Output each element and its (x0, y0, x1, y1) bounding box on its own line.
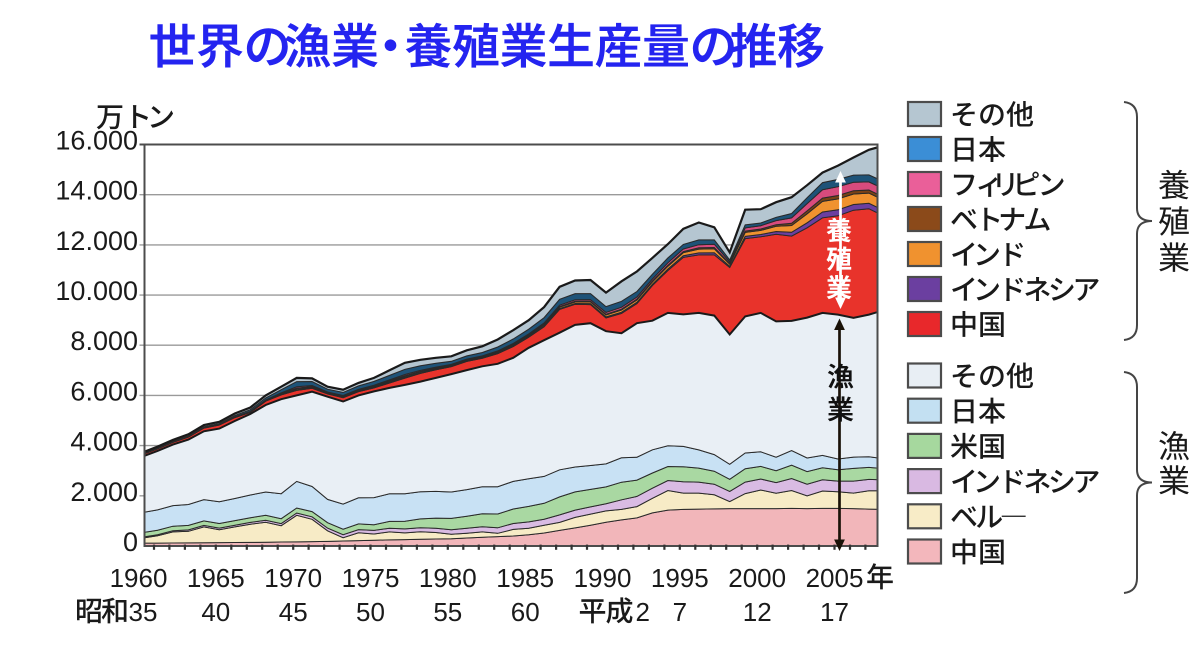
svg-text:1980: 1980 (419, 563, 477, 593)
svg-text:16.000: 16.000 (55, 126, 138, 156)
svg-text:60: 60 (511, 597, 540, 627)
svg-text:10.000: 10.000 (55, 276, 138, 306)
svg-text:2.000: 2.000 (70, 477, 138, 507)
svg-text:1960: 1960 (110, 563, 168, 593)
svg-text:1975: 1975 (342, 563, 400, 593)
svg-text:1970: 1970 (264, 563, 322, 593)
svg-text:45: 45 (279, 597, 308, 627)
svg-text:2005: 2005 (806, 563, 864, 593)
svg-text:1965: 1965 (187, 563, 245, 593)
svg-text:12.000: 12.000 (55, 226, 138, 256)
svg-text:1985: 1985 (496, 563, 554, 593)
svg-text:8.000: 8.000 (70, 326, 138, 356)
svg-text:6.000: 6.000 (70, 376, 138, 406)
svg-text:50: 50 (356, 597, 385, 627)
svg-text:12: 12 (743, 597, 772, 627)
svg-text:17: 17 (820, 597, 849, 627)
svg-text:0: 0 (123, 527, 138, 557)
svg-text:55: 55 (433, 597, 462, 627)
svg-text:4.000: 4.000 (70, 427, 138, 457)
svg-text:2000: 2000 (728, 563, 786, 593)
svg-text:1995: 1995 (651, 563, 709, 593)
svg-text:1990: 1990 (574, 563, 632, 593)
svg-text:7: 7 (673, 597, 687, 627)
svg-text:40: 40 (201, 597, 230, 627)
svg-text:2: 2 (636, 597, 650, 627)
svg-text:35: 35 (129, 597, 158, 627)
svg-text:14.000: 14.000 (55, 176, 138, 206)
